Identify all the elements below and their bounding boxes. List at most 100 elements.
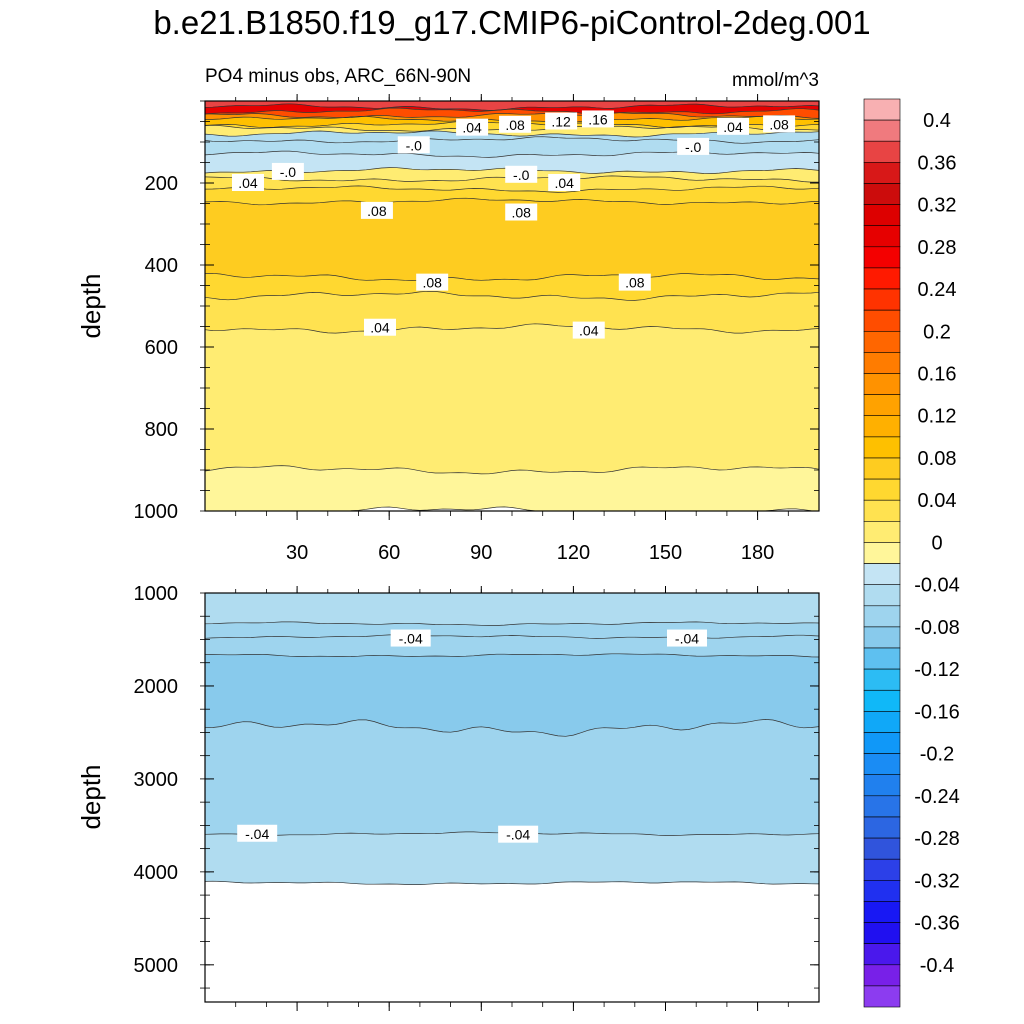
- colorbar-box: [863, 711, 901, 733]
- colorbar-box: [863, 140, 901, 163]
- svg-text:.16: .16: [588, 111, 608, 127]
- colorbar-box: [863, 457, 901, 480]
- contour-label: .04: [231, 174, 264, 191]
- svg-text:-.04: -.04: [506, 827, 530, 843]
- colorbar-box: [863, 499, 901, 522]
- colorbar-label: -0.08: [914, 617, 960, 639]
- colorbar-box: [863, 183, 901, 205]
- svg-text:-.04: -.04: [245, 826, 269, 842]
- colorbar-box: [863, 373, 901, 395]
- x-tick-label: 150: [649, 542, 682, 564]
- contour-line: [205, 272, 819, 281]
- svg-text:.04: .04: [370, 320, 390, 336]
- y-tick-label: 3000: [134, 769, 179, 791]
- contour-label: .08: [499, 115, 532, 133]
- contour-label: -.0: [677, 137, 710, 155]
- chart-title: b.e21.B1850.f19_g17.CMIP6-piControl-2deg…: [153, 4, 871, 41]
- colorbar-box: [863, 563, 901, 586]
- contour-line: [205, 323, 819, 334]
- contour-label: .16: [581, 110, 614, 128]
- contour-label: .04: [456, 118, 489, 136]
- colorbar-box: [863, 309, 901, 332]
- contour-line: [205, 197, 819, 206]
- svg-text:.04: .04: [579, 323, 599, 339]
- colorbar-label: -0.32: [914, 870, 960, 892]
- contour-line: [205, 130, 819, 138]
- y-tick-label: 200: [145, 173, 178, 195]
- svg-text:.08: .08: [511, 205, 531, 221]
- colorbar-box: [863, 732, 901, 754]
- upper-units-label: mmol/m^3: [732, 70, 819, 91]
- contour-line: [205, 621, 819, 626]
- colorbar-box: [863, 225, 901, 248]
- colorbar-box: [863, 647, 901, 670]
- contour-line: [205, 880, 819, 885]
- lower-panel: -.04 -.04 -.04 -.04 1000 2000 3000 4000 5000 de…: [76, 583, 820, 1011]
- colorbar: 0.4 0.36 0.32 0.28 0.24 0.2 0.16 0.12 0.08 0.04 0 -…: [863, 98, 960, 1008]
- colorbar-box: [863, 415, 901, 438]
- colorbar-label: -0.36: [914, 913, 960, 935]
- contour-label: -.04: [498, 825, 539, 843]
- y-tick-label: 2000: [134, 676, 179, 698]
- upper-panel: .04 .08 .12 .16 .04 .08 -.0 -.0 -.0 .04 -.0 .04 .08.…: [76, 66, 820, 564]
- colorbar-box: [863, 879, 901, 902]
- colorbar-label: 0.08: [918, 448, 957, 470]
- contour-fill-band: [205, 634, 819, 658]
- colorbar-box: [863, 689, 901, 712]
- contour-line: [205, 107, 819, 115]
- colorbar-box: [863, 795, 901, 818]
- svg-text:-.0: -.0: [280, 164, 297, 180]
- colorbar-box: [863, 330, 901, 353]
- colorbar-label: 0.28: [918, 237, 957, 259]
- svg-text:.08: .08: [625, 275, 645, 291]
- colorbar-box: [863, 943, 901, 966]
- contour-line: [205, 103, 819, 111]
- upper-y-axis-label: depth: [76, 273, 106, 338]
- colorbar-label: 0.4: [923, 110, 951, 132]
- y-tick-label: 5000: [134, 955, 179, 977]
- svg-text:.08: .08: [769, 116, 789, 132]
- colorbar-box: [863, 436, 901, 459]
- contour-label: .04: [572, 321, 605, 339]
- colorbar-label: -0.12: [914, 659, 960, 681]
- contour-label: .08: [360, 201, 393, 219]
- colorbar-box: [863, 858, 901, 881]
- x-tick-label: 60: [378, 542, 400, 564]
- colorbar-box: [863, 774, 901, 797]
- colorbar-label: 0.36: [918, 152, 957, 174]
- colorbar-box: [863, 816, 901, 839]
- contour-line: [205, 290, 819, 301]
- contour-label: .12: [545, 112, 578, 130]
- colorbar-box: [863, 901, 901, 923]
- colorbar-label: -0.4: [920, 955, 954, 977]
- colorbar-box: [863, 394, 901, 417]
- svg-text:-.04: -.04: [399, 631, 423, 647]
- svg-text:.08: .08: [367, 203, 387, 219]
- colorbar-box: [863, 520, 901, 543]
- colorbar-label: 0.24: [918, 279, 957, 301]
- svg-text:.12: .12: [551, 114, 571, 130]
- colorbar-box: [863, 352, 901, 374]
- y-tick-label: 4000: [134, 862, 179, 884]
- y-tick-label: 600: [145, 337, 178, 359]
- colorbar-label: -0.16: [914, 701, 960, 723]
- colorbar-box: [863, 668, 901, 691]
- contour-fill-band: [205, 719, 819, 836]
- contour-line: [205, 136, 819, 144]
- y-tick-label: 1000: [134, 583, 179, 605]
- contour-label: -.04: [390, 629, 431, 647]
- colorbar-label: 0.32: [918, 195, 957, 217]
- y-tick-label: 800: [145, 419, 178, 441]
- svg-text:-.0: -.0: [513, 167, 530, 183]
- colorbar-box: [863, 985, 901, 1008]
- contour-label: .08: [416, 273, 449, 291]
- contour-label: .08: [763, 115, 796, 133]
- contour-fill-band: [205, 323, 819, 475]
- contour-line: [205, 465, 819, 475]
- colorbar-box: [863, 267, 901, 290]
- colorbar-label: -0.04: [914, 575, 960, 597]
- contour-line: [205, 185, 819, 193]
- colorbar-label: 0.04: [918, 490, 957, 512]
- colorbar-box: [863, 98, 901, 121]
